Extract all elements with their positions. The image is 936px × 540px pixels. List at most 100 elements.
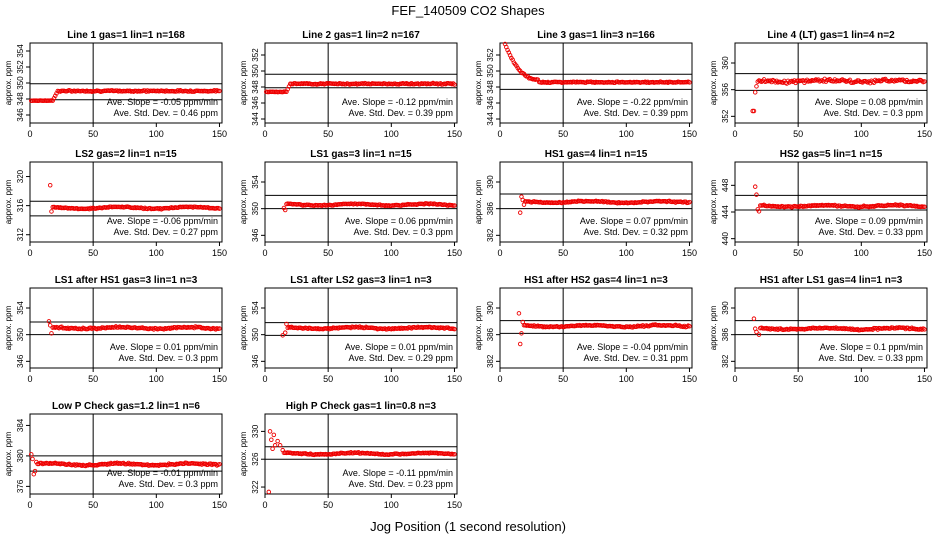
plot-frame <box>29 161 223 243</box>
x-tick-label: 0 <box>27 374 32 384</box>
data-point <box>922 327 927 332</box>
std-dev-annotation: Ave. Std. Dev. = 0.32 ppm <box>584 227 688 237</box>
x-tick-label: 150 <box>212 248 227 258</box>
std-dev-annotation: Ave. Std. Dev. = 0.39 ppm <box>584 108 688 118</box>
plot-frame <box>264 161 458 243</box>
panel-title: HS1 after LS1 gas=4 lin=1 n=3 <box>760 275 903 286</box>
data-point <box>751 108 757 114</box>
panel-title: HS1 gas=4 lin=1 n=15 <box>545 149 648 160</box>
std-dev-annotation: Ave. Std. Dev. = 0.3 ppm <box>824 108 923 118</box>
y-axis-label: approx. ppm <box>709 60 718 105</box>
slope-annotation: Ave. Slope = 0.08 ppm/min <box>815 97 923 107</box>
plot-frame <box>499 42 693 124</box>
slope-annotation: Ave. Slope = 0.09 ppm/min <box>815 216 923 226</box>
figure-xlabel: Jog Position (1 second resolution) <box>370 519 566 534</box>
data-point <box>282 207 288 213</box>
x-tick-label: 50 <box>88 500 98 510</box>
data-point <box>217 206 222 211</box>
plot-frame <box>264 287 458 369</box>
x-tick-label: 50 <box>558 129 568 139</box>
data-point <box>271 432 277 438</box>
std-dev-annotation: Ave. Std. Dev. = 0.39 ppm <box>349 108 453 118</box>
y-tick-label: 376 <box>16 479 25 493</box>
x-tick-label: 50 <box>793 248 803 258</box>
x-tick-label: 0 <box>27 248 32 258</box>
x-tick-label: 50 <box>88 374 98 384</box>
data-point <box>751 316 757 321</box>
panel-6: LS1 gas=3 lin=1 n=15 0 50 100 150 346 350 354ap… <box>239 149 462 258</box>
y-tick-label: 356 <box>721 82 730 96</box>
x-tick-label: 150 <box>447 374 462 384</box>
x-tick-label: 100 <box>149 248 164 258</box>
y-tick-label: 322 <box>251 480 260 494</box>
y-tick-label: 360 <box>721 56 730 70</box>
data-point <box>277 443 283 448</box>
data-point <box>752 184 758 189</box>
data-point <box>217 461 222 467</box>
data-point <box>687 199 692 205</box>
x-tick-label: 0 <box>497 129 502 139</box>
x-tick-label: 150 <box>212 374 227 384</box>
panel-title: LS2 gas=2 lin=1 n=15 <box>75 149 177 160</box>
x-tick-label: 50 <box>558 374 568 384</box>
panel-2: Line 2 gas=1 lin=2 n=167 0 50 100 150 344 346 3… <box>239 30 462 139</box>
data-point <box>452 203 457 208</box>
x-tick-label: 100 <box>854 248 869 258</box>
x-tick-label: 50 <box>323 129 333 139</box>
panel-1: Line 1 gas=1 lin=1 n=168 0 50 100 150 346 348 3… <box>4 30 227 139</box>
panel-title: Line 3 gas=1 lin=3 n=166 <box>537 30 655 41</box>
plot-frame <box>499 287 693 369</box>
x-tick-label: 50 <box>558 248 568 258</box>
x-tick-label: 50 <box>88 248 98 258</box>
x-tick-label: 150 <box>917 248 932 258</box>
x-tick-label: 150 <box>212 500 227 510</box>
data-point <box>46 319 52 324</box>
y-axis-label: approx. ppm <box>709 305 718 350</box>
plot-frame <box>29 413 223 495</box>
data-point <box>754 192 759 197</box>
y-tick-label: 330 <box>251 424 260 438</box>
std-dev-annotation: Ave. Std. Dev. = 0.3 ppm <box>119 479 218 489</box>
panel-8: HS2 gas=5 lin=1 n=15 0 50 100 150 440 444 448ap… <box>709 149 932 258</box>
y-axis-label: approx. ppm <box>474 60 483 105</box>
x-tick-label: 100 <box>149 374 164 384</box>
data-point <box>217 326 222 331</box>
plot-frame <box>264 413 458 495</box>
y-tick-label: 444 <box>721 205 730 219</box>
plot-frame <box>29 287 223 369</box>
x-tick-label: 50 <box>323 374 333 384</box>
y-tick-label: 316 <box>16 198 25 212</box>
x-tick-label: 0 <box>732 248 737 258</box>
slope-annotation: Ave. Slope = -0.22 ppm/min <box>577 97 688 107</box>
slope-annotation: Ave. Slope = 0.07 ppm/min <box>580 216 688 226</box>
panel-title: Line 4 (LT) gas=1 lin=4 n=2 <box>767 30 895 41</box>
y-axis-label: approx. ppm <box>4 305 13 350</box>
y-tick-label: 350 <box>486 64 495 78</box>
y-tick-label: 350 <box>16 76 25 90</box>
x-tick-label: 0 <box>497 374 502 384</box>
y-tick-label: 440 <box>721 231 730 245</box>
x-tick-label: 100 <box>149 500 164 510</box>
y-axis-label: approx. ppm <box>4 179 13 224</box>
x-tick-label: 0 <box>262 500 267 510</box>
slope-annotation: Ave. Slope = -0.05 ppm/min <box>107 97 218 107</box>
x-tick-label: 150 <box>917 129 932 139</box>
data-point <box>267 429 273 434</box>
data-point <box>32 468 38 474</box>
y-tick-label: 448 <box>721 178 730 192</box>
data-point <box>270 446 275 452</box>
x-tick-label: 0 <box>262 248 267 258</box>
plot-frame <box>499 161 693 243</box>
data-point <box>452 452 457 457</box>
y-tick-label: 346 <box>251 96 260 110</box>
y-tick-label: 320 <box>16 169 25 183</box>
plot-frame <box>734 161 928 243</box>
x-tick-label: 50 <box>793 374 803 384</box>
y-tick-label: 346 <box>486 96 495 110</box>
x-tick-label: 100 <box>619 374 634 384</box>
data-point <box>756 332 762 337</box>
y-tick-label: 348 <box>251 80 260 94</box>
y-tick-label: 350 <box>251 201 260 215</box>
y-tick-label: 344 <box>251 112 260 126</box>
slope-annotation: Ave. Slope = -0.06 ppm/min <box>107 216 218 226</box>
